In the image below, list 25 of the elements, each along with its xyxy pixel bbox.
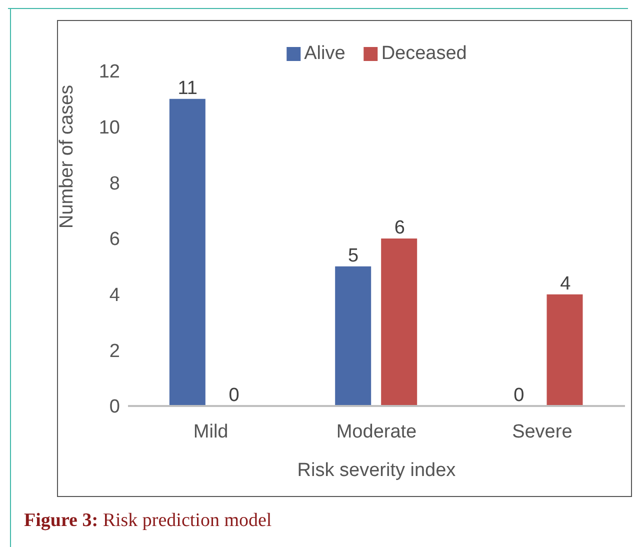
data-label: 4 [560, 273, 572, 294]
x-tick-label: Severe [512, 421, 572, 442]
bar [335, 266, 372, 406]
y-tick-label: 0 [109, 396, 120, 418]
y-tick-label: 4 [109, 285, 120, 306]
caption: Figure 3: Risk prediction model [24, 510, 272, 532]
data-label: 0 [228, 385, 240, 406]
data-label: 0 [514, 385, 524, 406]
bar [169, 98, 206, 406]
bar [546, 294, 583, 406]
y-tick-label: 10 [98, 118, 120, 139]
x-tick-label: Mild [193, 421, 228, 442]
legend-label: Alive [304, 43, 346, 65]
bar [381, 238, 418, 406]
x-tick-label: Moderate [336, 421, 417, 442]
y-axis-title: Number of cases [56, 84, 78, 228]
legend-label: Deceased [381, 43, 467, 65]
y-tick-label: 6 [109, 229, 120, 250]
y-tick-label: 2 [109, 340, 120, 362]
y-tick-label: 8 [109, 173, 120, 194]
x-axis-title: Risk severity index [297, 460, 456, 481]
data-label: 6 [394, 218, 405, 238]
data-label: 11 [178, 78, 198, 99]
data-label: 5 [348, 245, 359, 266]
y-tick-label: 12 [98, 62, 120, 83]
